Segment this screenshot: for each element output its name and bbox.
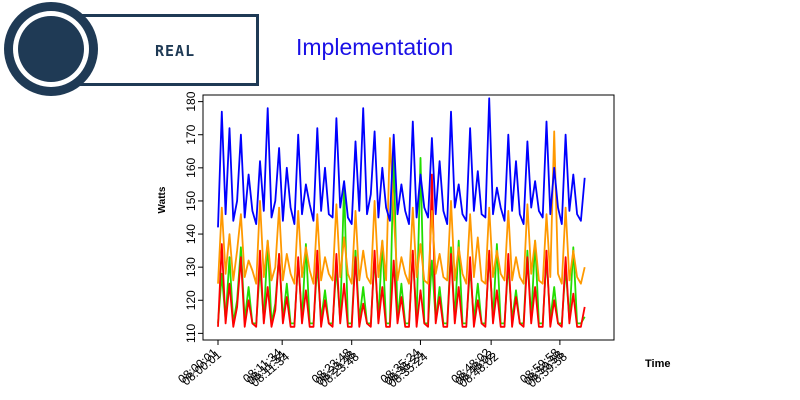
- y-tick-label: 160: [184, 158, 198, 178]
- series-line: [217, 130, 586, 285]
- page-title: Implementation: [296, 34, 454, 60]
- x-axis-label: Time: [645, 358, 670, 370]
- series-line: [217, 97, 586, 228]
- plot-frame: [202, 94, 615, 341]
- logo-text: REAL: [155, 42, 196, 60]
- series-line: [217, 173, 586, 328]
- y-tick-label: 140: [184, 224, 198, 244]
- y-tick-label: 130: [184, 257, 198, 277]
- y-tick-label: 170: [184, 124, 198, 144]
- y-tick-label: 180: [184, 91, 198, 111]
- y-tick-label: 110: [184, 323, 198, 342]
- y-tick-label: 150: [184, 191, 198, 211]
- y-axis-label: Watts: [157, 186, 168, 213]
- logo-circle-core: [18, 16, 84, 82]
- y-tick-label: 120: [184, 290, 198, 310]
